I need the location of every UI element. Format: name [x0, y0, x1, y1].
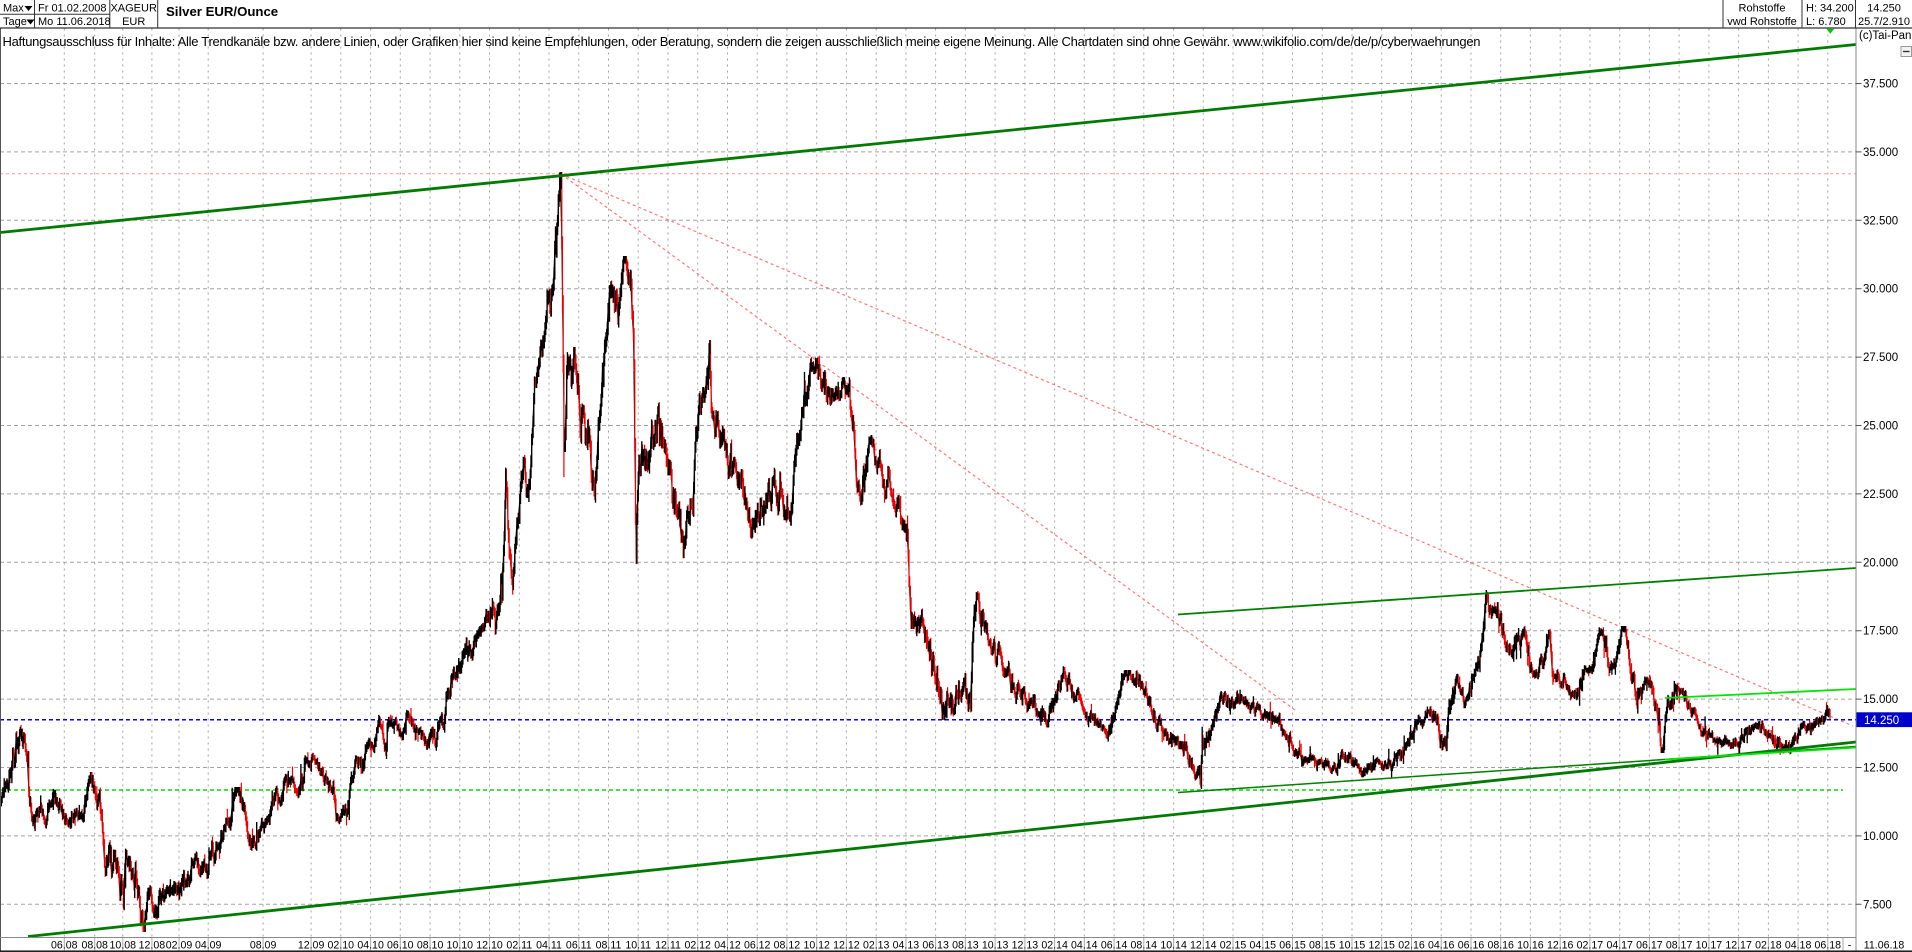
svg-text:02.09: 02.09 [166, 940, 193, 952]
svg-text:04.16: 04.16 [1428, 940, 1455, 952]
svg-text:EUR: EUR [122, 16, 145, 28]
svg-text:37.500: 37.500 [1863, 79, 1898, 91]
svg-text:08.09: 08.09 [250, 940, 277, 952]
svg-text:10.13: 10.13 [982, 940, 1009, 952]
svg-text:06.13: 06.13 [922, 940, 949, 952]
svg-text:10.08: 10.08 [110, 940, 137, 952]
svg-text:7.500: 7.500 [1863, 899, 1892, 911]
svg-text:06.14: 06.14 [1101, 940, 1128, 952]
svg-text:27.500: 27.500 [1863, 352, 1898, 364]
svg-text:02.11: 02.11 [506, 940, 532, 952]
svg-text:10.12: 10.12 [803, 940, 830, 952]
svg-text:12.09: 12.09 [298, 940, 325, 952]
svg-text:02.12: 02.12 [684, 940, 711, 952]
svg-text:10.16: 10.16 [1517, 940, 1544, 952]
svg-text:02.15: 02.15 [1220, 940, 1247, 952]
svg-text:06.12: 06.12 [744, 940, 771, 952]
svg-text:08.11: 08.11 [596, 940, 622, 952]
svg-text:10.17: 10.17 [1696, 940, 1723, 952]
svg-text:04.14: 04.14 [1071, 940, 1098, 952]
svg-text:Fr 01.02.2008: Fr 01.02.2008 [38, 2, 107, 14]
svg-text:25.7/2.910: 25.7/2.910 [1858, 16, 1910, 28]
svg-text:L: 6.780: L: 6.780 [1806, 16, 1846, 28]
svg-text:35.000: 35.000 [1863, 147, 1898, 159]
svg-text:06.18: 06.18 [1815, 940, 1842, 952]
svg-text:08.13: 08.13 [952, 940, 979, 952]
svg-text:04.18: 04.18 [1785, 940, 1812, 952]
svg-text:(c)Tai-Pan: (c)Tai-Pan [1859, 30, 1911, 42]
svg-text:04.11: 04.11 [536, 940, 562, 952]
svg-text:08.08: 08.08 [81, 940, 108, 952]
svg-text:02.13: 02.13 [863, 940, 890, 952]
svg-text:10.15: 10.15 [1339, 940, 1366, 952]
svg-text:11.06.18: 11.06.18 [1864, 940, 1905, 952]
svg-text:12.11: 12.11 [655, 940, 681, 952]
svg-text:08.15: 08.15 [1309, 940, 1336, 952]
svg-text:12.14: 12.14 [1190, 940, 1217, 952]
svg-text:04.15: 04.15 [1250, 940, 1277, 952]
svg-text:04.17: 04.17 [1606, 940, 1633, 952]
svg-text:12.08: 12.08 [139, 940, 166, 952]
svg-text:08.10: 08.10 [417, 940, 444, 952]
svg-text:08.12: 08.12 [774, 940, 801, 952]
svg-text:12.15: 12.15 [1368, 940, 1395, 952]
svg-text:Silver EUR/Ounce: Silver EUR/Ounce [166, 4, 278, 19]
svg-text:06.11: 06.11 [566, 940, 592, 952]
svg-text:02.17: 02.17 [1577, 940, 1604, 952]
svg-text:12.12: 12.12 [833, 940, 860, 952]
svg-text:Haftungsausschluss für Inhalte: Haftungsausschluss für Inhalte: Alle Tre… [3, 34, 1481, 49]
svg-text:06.10: 06.10 [387, 940, 414, 952]
svg-text:vwd Rohstoffe: vwd Rohstoffe [1727, 16, 1797, 28]
svg-text:12.16: 12.16 [1547, 940, 1574, 952]
svg-text:Mo 11.06.2018: Mo 11.06.2018 [38, 16, 111, 28]
svg-text:12.500: 12.500 [1863, 763, 1898, 775]
svg-text:08.17: 08.17 [1666, 940, 1693, 952]
svg-text:06.15: 06.15 [1279, 940, 1306, 952]
svg-text:08.16: 08.16 [1487, 940, 1514, 952]
svg-text:14.250: 14.250 [1864, 715, 1899, 727]
svg-text:H: 34.200: H: 34.200 [1806, 2, 1854, 14]
svg-text:Rohstoffe: Rohstoffe [1739, 2, 1786, 14]
svg-text:04.12: 04.12 [714, 940, 741, 952]
svg-text:Max: Max [3, 2, 24, 14]
svg-text:Tage: Tage [3, 16, 27, 28]
svg-text:02.10: 02.10 [328, 940, 355, 952]
svg-text:30.000: 30.000 [1863, 284, 1898, 296]
svg-text:12.17: 12.17 [1725, 940, 1752, 952]
svg-text:06.08: 06.08 [51, 940, 78, 952]
svg-text:22.500: 22.500 [1863, 489, 1898, 501]
svg-text:14.250: 14.250 [1867, 2, 1901, 14]
svg-text:10.11: 10.11 [625, 940, 651, 952]
svg-text:17.500: 17.500 [1863, 626, 1898, 638]
svg-text:06.16: 06.16 [1458, 940, 1485, 952]
svg-text:10.10: 10.10 [447, 940, 474, 952]
svg-text:10.000: 10.000 [1863, 831, 1898, 843]
svg-text:32.500: 32.500 [1863, 215, 1898, 227]
svg-text:25.000: 25.000 [1863, 421, 1898, 433]
svg-text:06.17: 06.17 [1636, 940, 1663, 952]
svg-text:02.14: 02.14 [1041, 940, 1068, 952]
svg-text:20.000: 20.000 [1863, 557, 1898, 569]
svg-text:04.13: 04.13 [893, 940, 920, 952]
svg-text:12.10: 12.10 [476, 940, 503, 952]
svg-text:04.09: 04.09 [195, 940, 222, 952]
svg-text:-: - [1848, 940, 1852, 952]
svg-text:10.14: 10.14 [1160, 940, 1187, 952]
svg-text:15.000: 15.000 [1863, 694, 1898, 706]
svg-text:12.13: 12.13 [1012, 940, 1039, 952]
svg-text:02.16: 02.16 [1398, 940, 1425, 952]
svg-text:XAGEUR: XAGEUR [110, 2, 157, 14]
svg-text:08.14: 08.14 [1131, 940, 1158, 952]
svg-text:02.18: 02.18 [1755, 940, 1782, 952]
svg-text:04.10: 04.10 [357, 940, 384, 952]
